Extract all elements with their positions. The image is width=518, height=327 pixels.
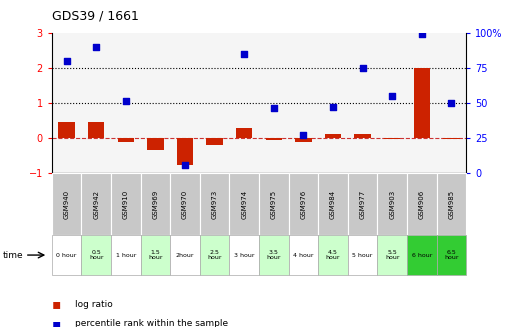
Text: GSM969: GSM969 [152, 190, 159, 219]
Text: GSM985: GSM985 [449, 190, 454, 219]
Text: 3 hour: 3 hour [234, 252, 254, 258]
Text: GSM974: GSM974 [241, 190, 247, 219]
Text: GSM984: GSM984 [330, 190, 336, 219]
Text: 2.5
hour: 2.5 hour [207, 250, 222, 261]
Bar [147, 138, 164, 150]
Text: GSM977: GSM977 [359, 190, 366, 219]
Bar [289, 173, 318, 235]
Point [122, 99, 130, 104]
Bar [266, 138, 282, 140]
Point [329, 104, 337, 109]
Bar [236, 128, 252, 138]
Text: 4 hour: 4 hour [293, 252, 314, 258]
Text: GSM940: GSM940 [64, 190, 69, 219]
Text: GSM976: GSM976 [300, 190, 307, 219]
Bar [140, 173, 170, 235]
Bar [207, 138, 223, 145]
Bar [170, 235, 200, 275]
Bar [200, 173, 229, 235]
Bar [384, 138, 400, 139]
Bar [140, 235, 170, 275]
Bar [52, 235, 81, 275]
Bar [354, 134, 371, 138]
Point [92, 44, 100, 49]
Bar [259, 235, 289, 275]
Point [358, 65, 367, 70]
Text: 6.5
hour: 6.5 hour [444, 250, 458, 261]
Text: percentile rank within the sample: percentile rank within the sample [75, 319, 228, 327]
Text: GSM973: GSM973 [211, 190, 218, 219]
Bar [348, 173, 378, 235]
Text: 0 hour: 0 hour [56, 252, 77, 258]
Text: 0.5
hour: 0.5 hour [89, 250, 104, 261]
Bar [111, 173, 140, 235]
Text: GSM975: GSM975 [271, 190, 277, 219]
Bar [229, 235, 259, 275]
Text: time: time [3, 250, 23, 260]
Bar [318, 173, 348, 235]
Bar [318, 235, 348, 275]
Point [63, 58, 71, 63]
Text: GSM906: GSM906 [419, 190, 425, 219]
Bar [407, 173, 437, 235]
Bar [229, 173, 259, 235]
Text: 5 hour: 5 hour [352, 252, 373, 258]
Bar [443, 138, 459, 139]
Bar [378, 235, 407, 275]
Bar [177, 138, 193, 164]
Bar [81, 235, 111, 275]
Bar [437, 235, 466, 275]
Bar [111, 235, 140, 275]
Bar [325, 134, 341, 138]
Text: 5.5
hour: 5.5 hour [385, 250, 399, 261]
Bar [295, 138, 311, 142]
Bar [200, 235, 229, 275]
Text: 3.5
hour: 3.5 hour [267, 250, 281, 261]
Point [388, 94, 396, 99]
Point [447, 100, 455, 106]
Bar [437, 173, 466, 235]
Bar [289, 235, 318, 275]
Bar [59, 122, 75, 138]
Text: GSM910: GSM910 [123, 190, 129, 219]
Bar [378, 173, 407, 235]
Point [181, 162, 189, 167]
Bar [170, 173, 200, 235]
Text: 6 hour: 6 hour [412, 252, 432, 258]
Text: 4.5
hour: 4.5 hour [326, 250, 340, 261]
Bar [407, 235, 437, 275]
Bar [414, 68, 430, 138]
Text: GSM903: GSM903 [389, 190, 395, 219]
Bar [88, 122, 104, 138]
Text: GSM942: GSM942 [93, 190, 99, 219]
Point [299, 132, 308, 137]
Text: GSM970: GSM970 [182, 190, 188, 219]
Text: 2hour: 2hour [176, 252, 194, 258]
Point [418, 32, 426, 37]
Bar [348, 235, 378, 275]
Bar [52, 173, 81, 235]
Text: GDS39 / 1661: GDS39 / 1661 [52, 10, 139, 23]
Point [270, 106, 278, 111]
Bar [81, 173, 111, 235]
Text: 1 hour: 1 hour [116, 252, 136, 258]
Text: log ratio: log ratio [75, 300, 113, 309]
Bar [259, 173, 289, 235]
Bar [118, 138, 134, 142]
Point [240, 51, 248, 56]
Text: 1.5
hour: 1.5 hour [148, 250, 163, 261]
Text: ▪: ▪ [52, 297, 61, 311]
Text: ▪: ▪ [52, 317, 61, 327]
